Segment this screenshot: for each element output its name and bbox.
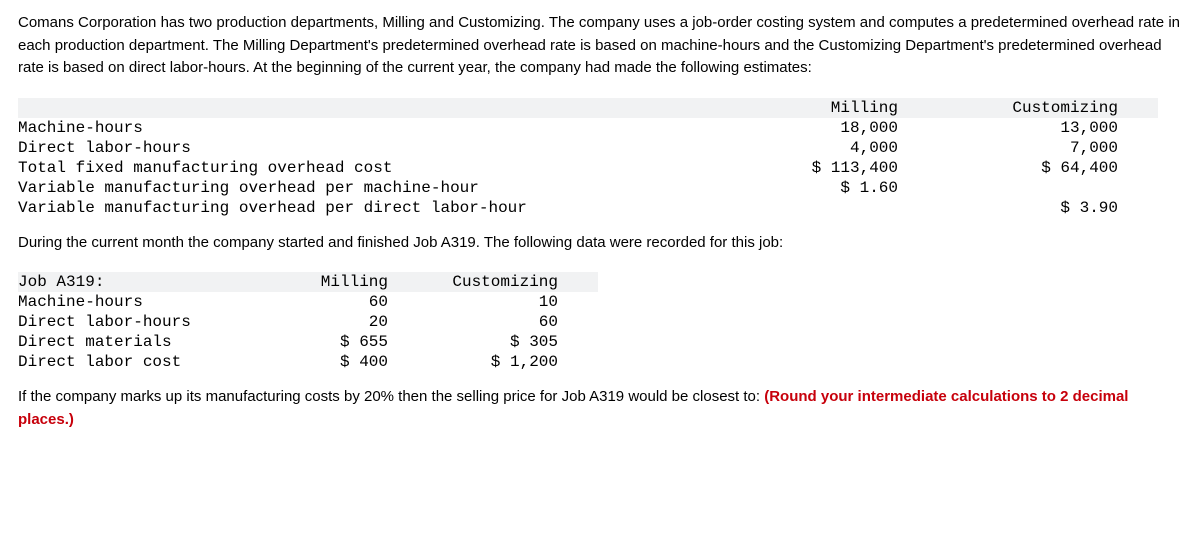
estimates-table: Milling Customizing Machine-hours 18,000…	[18, 98, 1158, 218]
row-label: Direct labor-hours	[18, 138, 718, 158]
table-row: Machine-hours 60 10	[18, 292, 598, 312]
row-customizing: 13,000	[938, 118, 1158, 138]
row-customizing: 60	[428, 312, 598, 332]
question-paragraph: If the company marks up its manufacturin…	[18, 386, 1182, 431]
row-customizing: 7,000	[938, 138, 1158, 158]
row-label: Variable manufacturing overhead per mach…	[18, 178, 718, 198]
row-customizing: $ 64,400	[938, 158, 1158, 178]
question-text: If the company marks up its manufacturin…	[18, 388, 764, 405]
table-header-row: Job A319: Milling Customizing	[18, 272, 598, 292]
table-row: Direct materials $ 655 $ 305	[18, 332, 598, 352]
row-label: Total fixed manufacturing overhead cost	[18, 158, 718, 178]
row-milling: 60	[258, 292, 428, 312]
table-row: Variable manufacturing overhead per dire…	[18, 198, 1158, 218]
row-customizing: 10	[428, 292, 598, 312]
row-customizing: $ 305	[428, 332, 598, 352]
header-milling: Milling	[718, 98, 938, 118]
row-milling: 4,000	[718, 138, 938, 158]
row-milling: $ 1.60	[718, 178, 938, 198]
job-table: Job A319: Milling Customizing Machine-ho…	[18, 272, 598, 372]
table-row: Machine-hours 18,000 13,000	[18, 118, 1158, 138]
row-label: Machine-hours	[18, 118, 718, 138]
row-label: Variable manufacturing overhead per dire…	[18, 198, 718, 218]
table-row: Variable manufacturing overhead per mach…	[18, 178, 1158, 198]
mid-paragraph: During the current month the company sta…	[18, 232, 1182, 255]
row-milling: $ 400	[258, 352, 428, 372]
row-customizing	[938, 178, 1158, 198]
table-row: Direct labor-hours 20 60	[18, 312, 598, 332]
table-row: Direct labor cost $ 400 $ 1,200	[18, 352, 598, 372]
row-customizing: $ 1,200	[428, 352, 598, 372]
table-row: Direct labor-hours 4,000 7,000	[18, 138, 1158, 158]
table-header-row: Milling Customizing	[18, 98, 1158, 118]
row-milling: 18,000	[718, 118, 938, 138]
row-label: Direct labor-hours	[18, 312, 258, 332]
row-milling: $ 113,400	[718, 158, 938, 178]
header-blank	[18, 98, 718, 118]
intro-paragraph: Comans Corporation has two production de…	[18, 12, 1182, 80]
header-job-label: Job A319:	[18, 272, 258, 292]
row-milling	[718, 198, 938, 218]
row-milling: 20	[258, 312, 428, 332]
header-customizing: Customizing	[428, 272, 598, 292]
row-customizing: $ 3.90	[938, 198, 1158, 218]
table-row: Total fixed manufacturing overhead cost …	[18, 158, 1158, 178]
row-label: Direct materials	[18, 332, 258, 352]
row-label: Machine-hours	[18, 292, 258, 312]
row-milling: $ 655	[258, 332, 428, 352]
header-milling: Milling	[258, 272, 428, 292]
row-label: Direct labor cost	[18, 352, 258, 372]
header-customizing: Customizing	[938, 98, 1158, 118]
